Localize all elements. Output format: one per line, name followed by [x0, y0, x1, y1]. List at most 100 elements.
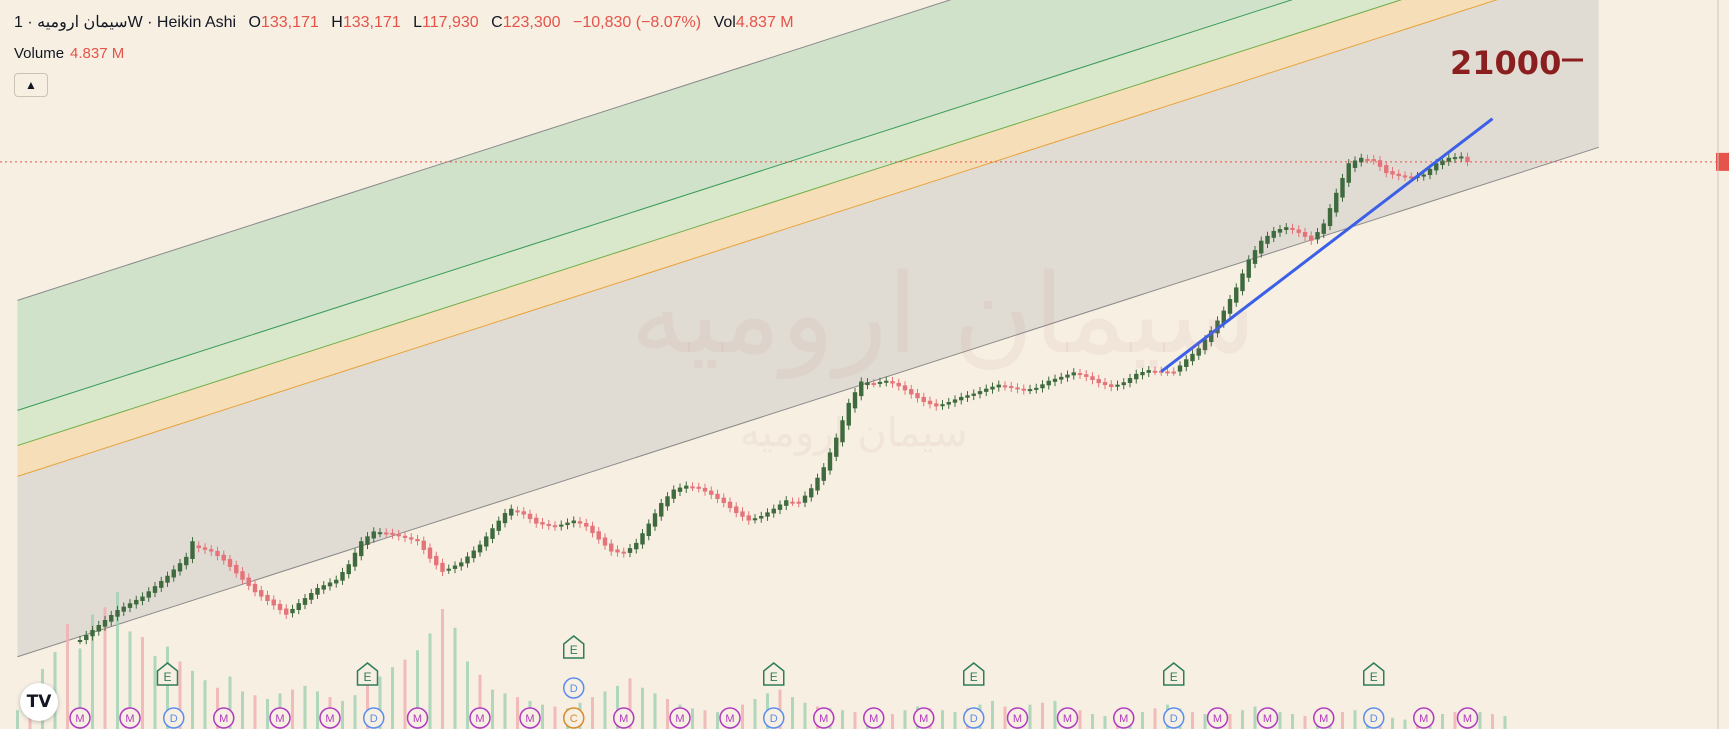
svg-text:E: E — [570, 643, 578, 657]
target-annotation[interactable]: 21000 — [1450, 44, 1562, 82]
candle-body — [484, 536, 489, 547]
candle-body — [1115, 384, 1120, 387]
candle-body — [352, 552, 358, 567]
candle-body — [1434, 163, 1439, 171]
candle-body — [1259, 240, 1264, 254]
candle-body — [1021, 388, 1026, 391]
chart-style-label[interactable]: Heikin Ashi — [156, 14, 237, 31]
svg-text:E: E — [1370, 670, 1378, 684]
candle-body — [1227, 299, 1233, 314]
dividend-marker: D — [1163, 707, 1185, 729]
candle-body — [296, 603, 301, 610]
candle-body — [1221, 310, 1226, 324]
svg-text:M: M — [1319, 713, 1328, 725]
volume-value: 4.837 M — [70, 45, 125, 62]
earnings-marker: E — [563, 635, 585, 659]
candle-body — [827, 452, 833, 471]
candle-body — [490, 528, 495, 539]
volume-bar — [516, 697, 519, 729]
earnings-marker: E — [356, 662, 379, 686]
svg-text:M: M — [919, 713, 928, 725]
volume-bar — [1028, 704, 1032, 729]
svg-text:M: M — [675, 713, 684, 725]
volume-bar — [1003, 706, 1007, 729]
open-value: 133,171 — [260, 14, 319, 31]
candle-body — [1321, 223, 1326, 234]
volume-bar — [953, 712, 957, 729]
candle-body — [221, 554, 226, 561]
candle-body — [190, 541, 195, 559]
svg-text:D: D — [570, 683, 578, 695]
candle-body — [1190, 353, 1195, 362]
candle-body — [1402, 175, 1408, 178]
candle-body — [1265, 235, 1270, 244]
meeting-marker: M — [1313, 707, 1335, 729]
volume-bar — [1341, 712, 1344, 729]
candle-body — [602, 537, 608, 546]
candle-body — [865, 382, 870, 386]
candle-body — [77, 640, 83, 642]
candle-body — [427, 547, 433, 559]
candle-body — [871, 382, 876, 385]
meeting-marker: M — [269, 707, 291, 729]
svg-text:M: M — [1419, 713, 1428, 725]
chevron-up-icon[interactable]: ▲ — [14, 73, 48, 97]
candle-body — [284, 608, 289, 615]
volume-bar — [366, 684, 369, 729]
volume-bar — [1291, 714, 1294, 729]
volume-bar — [1203, 714, 1207, 729]
candle-body — [996, 384, 1001, 388]
candle-body — [121, 606, 126, 612]
symbol-watermark-small: سیمان ارومیه — [740, 410, 968, 456]
candle-body — [321, 585, 326, 590]
volume-bar — [1078, 710, 1082, 729]
symbol-name[interactable]: سیمان ارومیه — [37, 14, 128, 31]
svg-text:D: D — [370, 713, 378, 725]
candle-body — [1327, 208, 1333, 227]
candle-body — [1034, 387, 1039, 390]
volume-bar — [503, 693, 507, 729]
volume-bar — [466, 661, 469, 729]
candle-body — [734, 506, 739, 514]
candle-body — [896, 382, 901, 387]
candle-body — [821, 467, 826, 481]
volume-bar — [453, 627, 457, 729]
candle-body — [1102, 382, 1108, 386]
candle-body — [777, 504, 783, 510]
meeting-marker: M — [863, 707, 885, 729]
interval-label[interactable]: 1W — [14, 14, 143, 31]
volume-bar — [1478, 712, 1482, 729]
volume-bar — [628, 678, 632, 729]
volume-bar — [553, 706, 557, 729]
tradingview-logo[interactable]: TV — [20, 683, 58, 721]
svg-text:M: M — [475, 713, 484, 725]
meeting-marker: M — [1413, 707, 1435, 729]
candle-body — [1234, 287, 1239, 303]
meeting-marker: M — [1456, 707, 1479, 729]
volume-bar — [1278, 712, 1282, 729]
candle-body — [1090, 376, 1095, 380]
volume-bar — [1303, 715, 1307, 729]
earnings-marker: E — [963, 662, 985, 686]
candle-body — [952, 399, 958, 403]
candle-body — [234, 564, 239, 574]
volume-bar — [753, 699, 757, 729]
volume-bar — [491, 689, 494, 729]
candle-body — [415, 539, 420, 542]
candle-body — [740, 511, 745, 517]
channel-line-upper_outer — [17, 0, 952, 301]
candle-body — [159, 580, 164, 588]
candle-body — [565, 522, 570, 526]
meeting-marker: M — [669, 707, 691, 729]
svg-text:M: M — [1013, 713, 1022, 725]
volume-bar — [716, 712, 719, 729]
svg-text:M: M — [325, 713, 334, 725]
svg-text:M: M — [1213, 713, 1222, 725]
volume-bar — [53, 652, 57, 729]
candle-body — [1390, 171, 1395, 175]
candle-body — [1446, 157, 1451, 162]
meeting-marker: M — [1113, 707, 1135, 729]
meeting-marker: M — [1056, 707, 1079, 729]
volume-bar — [1453, 712, 1457, 729]
